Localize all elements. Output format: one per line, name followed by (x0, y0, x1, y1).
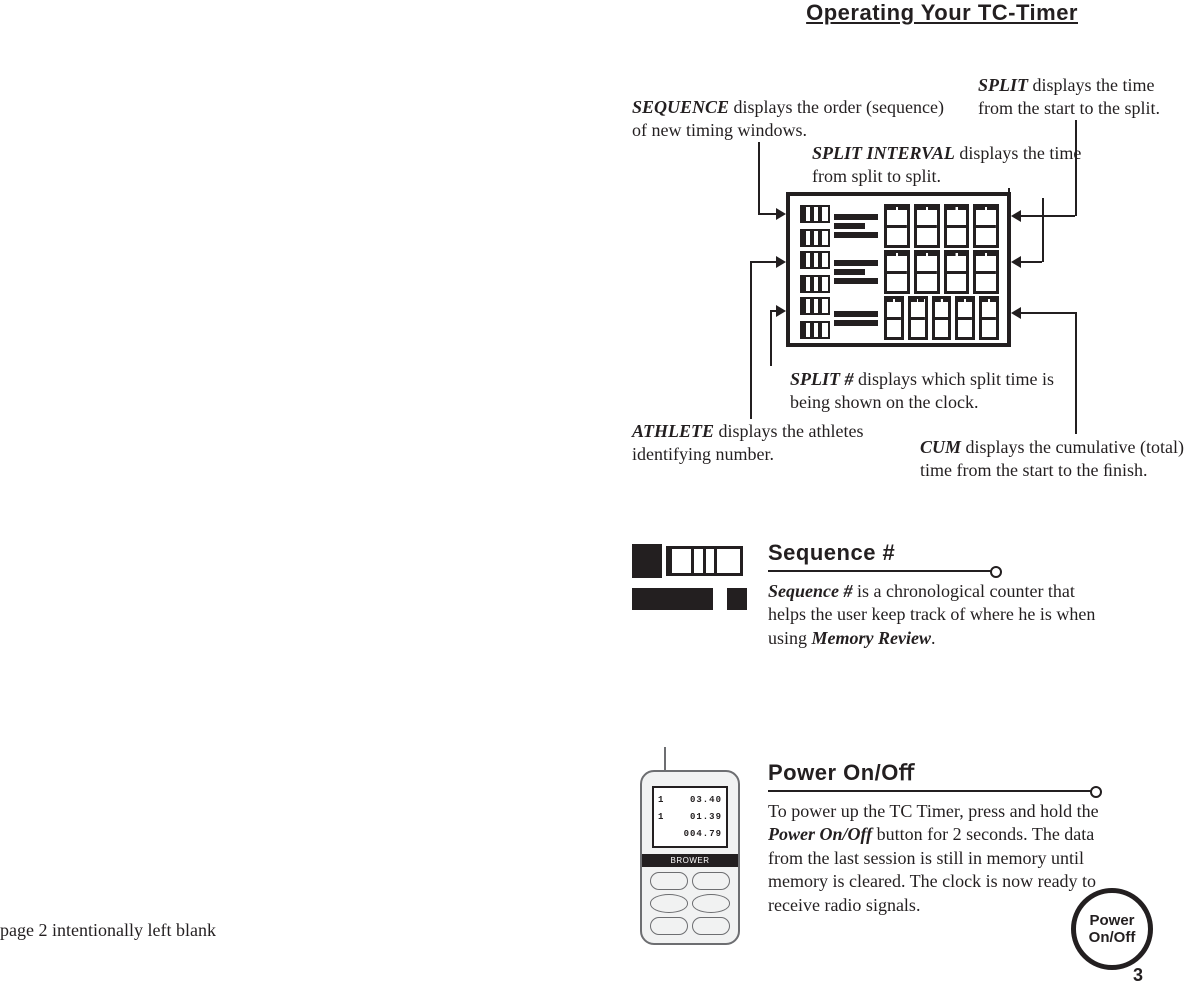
callout-split-term: SPLIT (978, 75, 1028, 95)
leader-sequence-h (758, 213, 784, 215)
device-line2-r: 01.39 (690, 812, 722, 822)
power-body: To power up the TC Timer, press and hold… (768, 800, 1128, 917)
device-line2-l: 1 (658, 812, 664, 822)
device-illustration: 1 03.40 1 01.39 004.79 BROWER (640, 770, 740, 945)
callout-sequence: SEQUENCE displays the order (se­quence) … (632, 96, 962, 141)
page-number: 3 (1133, 965, 1143, 986)
page-title: Operating Your TC-Timer (806, 0, 1078, 26)
leader-splitint-v (1008, 188, 1010, 198)
device-screen: 1 03.40 1 01.39 004.79 (652, 786, 728, 848)
power-body-pre: To power up the TC Timer, press and hold… (768, 801, 1099, 821)
sequence-body-tail: . (931, 628, 936, 648)
power-heading-rule (768, 790, 1098, 792)
callout-athlete: ATHLETE displays the athletes identifyin… (632, 420, 912, 465)
sequence-body-term1: Sequence # (768, 581, 853, 601)
sequence-body-term2: Memory Review (812, 628, 931, 648)
leader-cum-v (1075, 312, 1077, 434)
callout-split-interval: SPLIT INTERVAL displays the time from sp… (812, 142, 1092, 187)
blank-page-note: page 2 intentionally left blank (0, 920, 216, 941)
device-line1-r: 03.40 (690, 795, 722, 805)
power-section: Power On/Oﬀ To power up the TC Timer, pr… (768, 760, 1128, 917)
leader-athlete-v (750, 261, 752, 419)
callout-cum-term: CUM (920, 437, 961, 457)
callout-athlete-term: ATHLETE (632, 421, 714, 441)
sequence-section: Sequence # Sequence # is a chronological… (768, 540, 1098, 650)
device-line3-r: 004.79 (684, 829, 722, 839)
callout-cum: CUM displays the cumulative (total) time… (920, 436, 1193, 481)
power-badge-line1: Power (1089, 912, 1136, 929)
device-buttons (650, 872, 730, 935)
leader-athlete-h (750, 261, 784, 263)
power-heading: Power On/Oﬀ (768, 760, 1128, 786)
power-badge: Power On/Off (1071, 888, 1153, 970)
leader-splitint-h (1013, 261, 1042, 263)
callout-split: SPLIT displays the time from the start t… (978, 74, 1188, 119)
leader-cum-h (1013, 312, 1075, 314)
power-badge-line2: On/Off (1089, 929, 1136, 946)
leader-sequence-v (758, 142, 760, 214)
leader-split-h (1013, 215, 1075, 217)
sequence-body: Sequence # is a chronological counter th… (768, 580, 1098, 650)
callout-split-num-term: SPLIT # (790, 369, 854, 389)
callout-sequence-term: SEQUENCE (632, 97, 729, 117)
power-body-term: Power On/Off (768, 824, 872, 844)
sequence-icon (632, 544, 747, 614)
leader-splitint-v2 (1042, 198, 1044, 262)
lcd-diagram (786, 192, 1011, 347)
sequence-heading-rule (768, 570, 998, 572)
device-brand: BROWER (642, 854, 738, 867)
callout-split-num: SPLIT # displays which split time is bei… (790, 368, 1080, 413)
leader-split-v (1075, 120, 1077, 216)
device-line1-l: 1 (658, 795, 664, 805)
leader-splitnum-v (770, 310, 772, 366)
leader-splitnum-h (770, 310, 784, 312)
sequence-heading: Sequence # (768, 540, 1098, 566)
callout-split-interval-term: SPLIT INTERVAL (812, 143, 955, 163)
